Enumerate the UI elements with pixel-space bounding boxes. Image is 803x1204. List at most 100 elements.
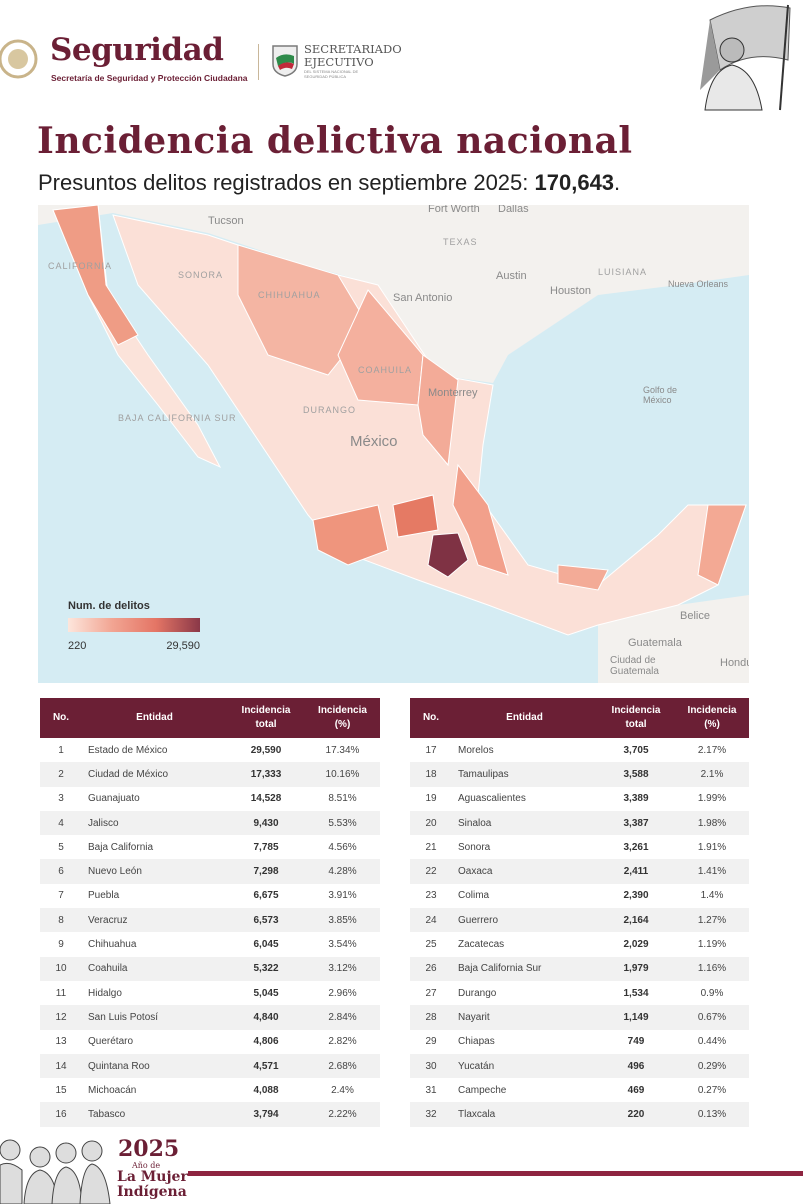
table-row: 5 Baja California 7,785 4.56% xyxy=(40,835,380,859)
row-number: 29 xyxy=(425,1036,437,1048)
secretariado-title: SECRETARIADO EJECUTIVO xyxy=(304,43,402,69)
map-label: Monterrey xyxy=(428,387,478,399)
row-total: 1,979 xyxy=(597,956,675,981)
table-row: 27 Durango 1,534 0.9% xyxy=(410,981,749,1005)
row-percent: 0.67% xyxy=(675,1005,749,1030)
row-percent: 10.16% xyxy=(305,762,380,787)
row-percent: 0.29% xyxy=(675,1053,749,1079)
row-total: 6,045 xyxy=(253,939,279,951)
table-row: 13 Querétaro 4,806 2.82% xyxy=(40,1030,380,1054)
row-percent: 4.28% xyxy=(305,859,380,884)
row-percent: 2.82% xyxy=(328,1036,357,1048)
row-number: 24 xyxy=(410,908,452,933)
row-number: 15 xyxy=(55,1084,67,1096)
row-entidad: Morelos xyxy=(458,744,494,756)
year-logo: 2025 xyxy=(118,1136,180,1162)
brand-subtitle: Secretaría de Seguridad y Protección Ciu… xyxy=(51,73,248,83)
row-percent: 1.91% xyxy=(697,841,727,853)
row-percent: 3.91% xyxy=(328,890,357,902)
legend-min: 220 xyxy=(68,640,87,652)
map-label: Golfo de México xyxy=(643,385,678,405)
row-number: 12 xyxy=(40,1005,82,1030)
state-quintana-roo xyxy=(697,504,747,586)
national-seal-logo xyxy=(0,39,38,79)
row-total: 4,840 xyxy=(227,1005,305,1030)
central-america-land xyxy=(598,595,749,683)
row-percent: 3.12% xyxy=(305,956,380,981)
table-row: 17 Morelos 3,705 2.17% xyxy=(410,738,749,762)
row-percent: 1.98% xyxy=(675,810,749,836)
total-crimes: 170,643 xyxy=(534,170,615,195)
row-entidad: Durango xyxy=(458,987,497,999)
map-canvas xyxy=(38,205,749,683)
state-chihuahua xyxy=(237,244,369,376)
map-label: Belice xyxy=(680,610,710,622)
map-label: México xyxy=(350,433,398,450)
row-percent: 2.4% xyxy=(331,1084,354,1096)
row-percent: 5.53% xyxy=(305,810,380,836)
secretariado-small: DEL SISTEMA NACIONAL DE SEGURIDAD PÚBLIC… xyxy=(304,69,359,79)
table-row: 14 Quintana Roo 4,571 2.68% xyxy=(40,1053,380,1079)
table-row: 30 Yucatán 496 0.29% xyxy=(410,1053,749,1079)
map-legend: Num. de delitos 220 29,590 xyxy=(68,600,200,652)
row-entidad: Colima xyxy=(458,890,490,902)
row-total: 5,045 xyxy=(253,987,279,999)
row-entidad: Oaxaca xyxy=(452,859,597,884)
row-total: 9,430 xyxy=(227,810,305,836)
row-number: 5 xyxy=(58,841,64,853)
table-row: 11 Hidalgo 5,045 2.96% xyxy=(40,981,380,1005)
sesnsp-shield-logo xyxy=(272,45,298,77)
header-no: No. xyxy=(410,698,452,738)
row-total: 1,149 xyxy=(597,1005,675,1030)
map-label: TEXAS xyxy=(443,237,478,247)
header-divider xyxy=(258,44,259,80)
header-entidad: Entidad xyxy=(452,698,597,738)
header-no: No. xyxy=(40,698,82,738)
row-percent: 1.16% xyxy=(675,956,749,981)
row-total: 2,029 xyxy=(623,939,649,951)
state-guanajuato xyxy=(392,494,439,538)
row-entidad: Baja California xyxy=(88,841,154,853)
choropleth-map[interactable]: Tucson Fort Worth Dallas TEXAS Austin Sa… xyxy=(38,205,749,683)
row-total: 3,389 xyxy=(623,793,649,805)
row-total: 3,705 xyxy=(623,744,649,756)
row-entidad: Campeche xyxy=(458,1084,507,1096)
footer-rule xyxy=(188,1171,803,1176)
map-label: Houston xyxy=(550,285,591,297)
row-percent: 8.51% xyxy=(328,793,357,805)
row-entidad: Chihuahua xyxy=(88,939,137,951)
subtitle-text: Presuntos delitos registrados en septiem… xyxy=(38,170,535,195)
table-row: 18 Tamaulipas 3,588 2.1% xyxy=(410,762,749,787)
row-percent: 2.1% xyxy=(675,762,749,787)
row-total: 220 xyxy=(597,1102,675,1127)
row-total: 17,333 xyxy=(227,762,305,787)
page-subtitle: Presuntos delitos registrados en septiem… xyxy=(38,170,620,196)
row-total: 2,390 xyxy=(623,890,649,902)
row-percent: 0.27% xyxy=(697,1084,727,1096)
row-number: 8 xyxy=(40,908,82,933)
map-label: BAJA CALIFORNIA SUR xyxy=(118,413,237,423)
row-total: 5,322 xyxy=(227,956,305,981)
state-nuevo-leon xyxy=(417,354,459,467)
row-entidad: Quintana Roo xyxy=(82,1053,227,1079)
table-row: 19 Aguascalientes 3,389 1.99% xyxy=(410,787,749,811)
secretariado-line1: SECRETARIADO xyxy=(304,42,402,56)
row-entidad: Sinaloa xyxy=(452,810,597,836)
row-total: 496 xyxy=(597,1053,675,1079)
row-number: 16 xyxy=(40,1102,82,1127)
header-entidad: Entidad xyxy=(82,698,227,738)
legend-gradient xyxy=(68,618,200,632)
row-number: 28 xyxy=(410,1005,452,1030)
row-number: 6 xyxy=(40,859,82,884)
row-percent: 1.27% xyxy=(675,908,749,933)
map-label: DURANGO xyxy=(303,405,357,415)
map-label: COAHUILA xyxy=(358,365,413,375)
row-percent: 0.9% xyxy=(700,987,724,999)
row-number: 7 xyxy=(58,890,64,902)
row-total: 4,088 xyxy=(253,1084,279,1096)
row-number: 30 xyxy=(410,1053,452,1079)
row-percent: 2.84% xyxy=(305,1005,380,1030)
row-number: 9 xyxy=(58,939,64,951)
row-total: 3,588 xyxy=(597,762,675,787)
row-number: 10 xyxy=(40,956,82,981)
